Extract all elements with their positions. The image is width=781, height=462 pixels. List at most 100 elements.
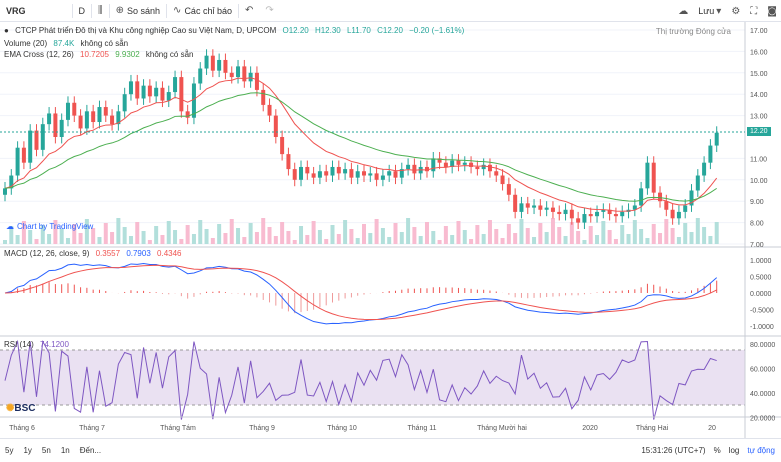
candle-body [116,111,121,125]
volume-bar [557,227,562,244]
indicators-button[interactable]: ∿ Các chỉ báo [167,0,238,22]
range-1n[interactable]: 1n [60,445,70,455]
volume-bar [9,226,14,244]
settings-icon[interactable]: ⚙ [731,5,741,17]
volume-bar [267,227,272,244]
camera-icon[interactable]: ◙ [767,5,777,17]
ohlc-change: −0.20 (−1.61%) [409,26,465,35]
price-tick-label: 17.00 [750,28,768,35]
volume-bar [65,238,70,244]
volume-bar [15,235,20,244]
volume-bar [166,221,171,244]
time-tick-label: 2020 [582,425,598,432]
volume-bar [513,233,518,244]
candle-body [670,209,675,219]
chart-area[interactable]: 17.00 16.00 15.00 14.00 13.00 11.00 10.00 9.00 8… [0,22,781,438]
volume-legend: Volume (20) 87.4K không có sẵn [4,39,132,48]
interval-button[interactable]: D [73,0,92,22]
price-tick-label: 13.00 [750,114,768,121]
volume-bar [689,232,694,244]
macd-line [4,263,718,325]
macd-line-value: 0.7903 [126,249,151,258]
tradingview-watermark[interactable]: ☁ Chart by TradingView [6,222,93,231]
candle-body [695,175,700,191]
volume-bar [639,229,644,244]
chart-type-button[interactable]: ⫼ [92,0,109,22]
volume-bar [305,235,310,244]
volume-bar [286,231,291,244]
indicators-icon: ∿ [173,5,182,16]
cloud-icon[interactable]: ☁ [678,5,689,17]
macd-pane [4,263,718,325]
candle-body [437,158,442,163]
rsi-label: RSI (14) [4,340,34,349]
candle-body [532,205,537,208]
volume-bar [368,233,373,244]
candle-body [406,164,411,170]
time-tick-label: Tháng 6 [9,425,35,432]
log-toggle[interactable]: log [728,446,740,455]
macd-tick-label: 0.5000 [750,275,772,282]
candle-body [280,137,285,155]
candle-body [714,132,719,146]
candle-body [576,218,581,223]
compare-button[interactable]: ⊕ So sánh [110,0,166,22]
candle-body [462,162,467,165]
volume-bar [343,220,348,244]
symbol-input[interactable]: VRG [0,0,32,22]
candle-body [506,184,511,195]
range-5n[interactable]: 5n [41,445,51,455]
range-1y[interactable]: 1y [23,445,32,455]
volume-bar [47,234,52,244]
volume-bar [374,219,379,244]
eye-icon[interactable]: ● [4,26,9,35]
undo-button[interactable]: ↶ [239,0,259,22]
bottom-bar: 5y 1y 5n 1n Đến... 15:31:26 (UTC+7) % lo… [0,438,781,461]
ema-extra: không có sẵn [145,50,194,59]
candle-body [254,72,259,90]
redo-button[interactable]: ↷ [259,0,279,22]
candle-body [299,166,304,180]
range-5y[interactable]: 5y [5,445,14,455]
volume-bar [393,223,398,244]
auto-toggle[interactable]: tự động [747,446,775,455]
candle-body [204,55,209,69]
volume-label: Volume (20) [4,39,48,48]
volume-bar [242,237,247,244]
candle-body [173,77,178,93]
percent-toggle[interactable]: % [713,446,721,455]
divider [71,3,73,18]
candle-body [210,55,215,71]
candle-body [582,214,587,223]
candles [3,49,719,230]
price-tick-label: 7.00 [750,242,764,249]
candle-body [475,166,480,170]
candle-body [607,209,612,215]
volume-bar [412,227,417,244]
volume-bar [248,223,253,244]
save-button[interactable]: Lưu ▾ [698,6,721,17]
candle-body [632,205,637,210]
volume-bar [229,219,234,244]
volume-bar [355,238,360,244]
candle-body [91,111,96,123]
rsi-tick-label: 40.0000 [750,391,775,398]
volume-bar [53,220,58,244]
candle-body [305,166,310,174]
volume-bar [538,223,543,244]
rsi-tick-label: 20.0000 [750,416,775,423]
goto-date[interactable]: Đến... [79,445,102,455]
candle-body [3,188,7,195]
volume-bar [406,218,411,244]
candle-body [702,162,707,176]
volume-bar [500,238,505,244]
fullscreen-icon[interactable]: ⛶ [750,5,758,17]
volume-bar [437,240,442,244]
volume-bar [154,226,159,244]
volume-bar [78,233,83,244]
time-tick-label: Tháng 9 [249,425,275,432]
volume-bar [116,218,121,244]
volume-bar [683,223,688,244]
volume-bar [135,222,140,244]
volume-bar [582,240,587,244]
